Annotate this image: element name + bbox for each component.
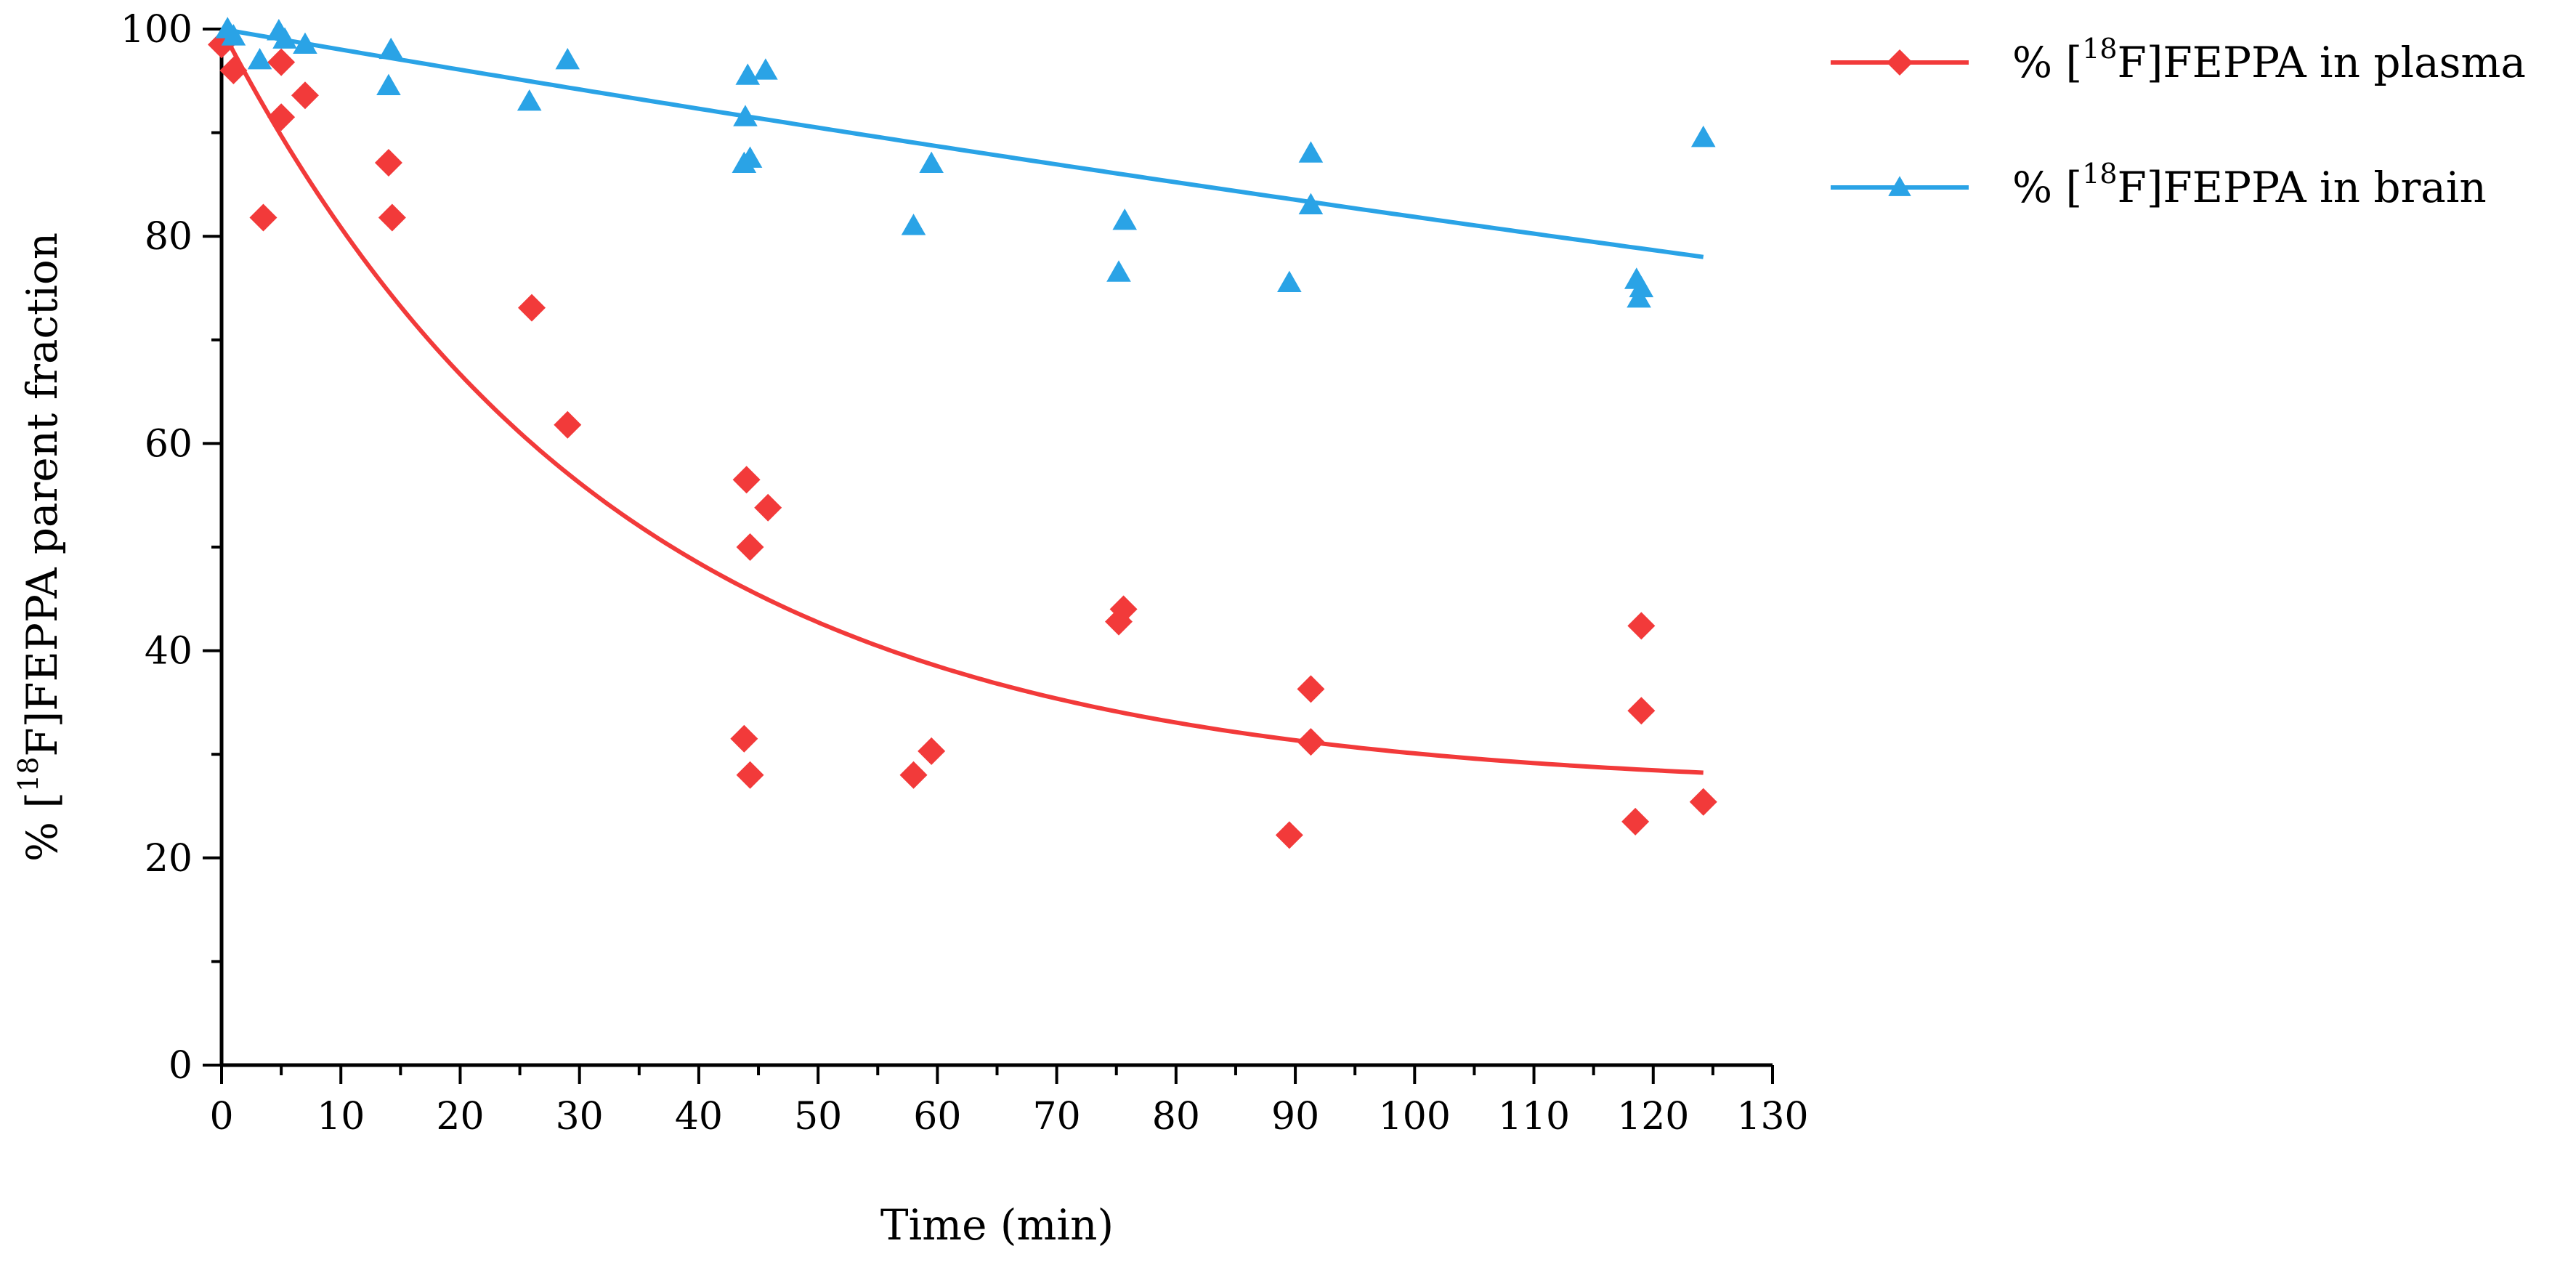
- x-axis-title: Time (min): [880, 1200, 1114, 1250]
- legend: % [18F]FEPPA in plasma% [18F]FEPPA in br…: [1831, 33, 2526, 212]
- data-point: [736, 761, 764, 789]
- legend-marker: [1888, 176, 1911, 196]
- data-point: [1298, 193, 1324, 215]
- data-point: [555, 47, 580, 70]
- legend-marker: [1887, 49, 1913, 76]
- x-tick-label: 100: [1379, 1095, 1451, 1138]
- x-tick-label: 70: [1033, 1095, 1081, 1138]
- y-axis-title-suffix: F]FEPPA parent fraction: [17, 232, 67, 757]
- data-point: [518, 294, 546, 322]
- x-tick-label: 90: [1271, 1095, 1319, 1138]
- data-point: [374, 148, 402, 177]
- y-axis-title-sup: 18: [12, 757, 44, 792]
- legend-label-prefix: % [: [2012, 163, 2082, 212]
- legend-label: % [18F]FEPPA in brain: [2012, 158, 2487, 212]
- data-point: [517, 89, 542, 111]
- legend-entry-brain: % [18F]FEPPA in brain: [1831, 158, 2487, 212]
- x-tick-label: 60: [913, 1095, 961, 1138]
- data-point: [247, 47, 272, 70]
- data-point: [1298, 141, 1324, 163]
- data-point: [1106, 260, 1131, 282]
- series-plasma: [208, 28, 1717, 849]
- data-point: [919, 151, 944, 173]
- y-tick-label: 80: [145, 215, 193, 259]
- series-layer: [208, 17, 1717, 849]
- data-point: [1689, 788, 1717, 816]
- y-tick-label: 20: [145, 837, 193, 881]
- x-tick-label: 130: [1736, 1095, 1808, 1138]
- legend-label: % [18F]FEPPA in plasma: [2012, 33, 2526, 87]
- data-point: [730, 724, 758, 753]
- data-point: [219, 57, 248, 85]
- legend-label-sup: 18: [2082, 33, 2117, 65]
- y-tick-label: 40: [145, 630, 193, 674]
- legend-label-suffix: F]FEPPA in brain: [2118, 163, 2487, 212]
- data-point: [737, 146, 763, 168]
- data-point: [736, 533, 764, 561]
- y-tick-label: 100: [121, 8, 193, 52]
- data-point: [899, 761, 928, 789]
- axes: 0 10 20 30 40 50 60 70 80 90 100 110 120 130 0 20 40 60 80…: [12, 8, 1809, 1250]
- data-point: [267, 48, 296, 76]
- data-point: [1627, 697, 1656, 725]
- data-point: [1277, 270, 1302, 292]
- data-point: [918, 737, 946, 765]
- fit-curve: [221, 27, 1704, 259]
- x-tick-label: 50: [794, 1095, 842, 1138]
- data-point: [754, 493, 782, 522]
- x-tick-label: 40: [675, 1095, 723, 1138]
- data-point: [1690, 125, 1716, 147]
- x-tick-label: 20: [436, 1095, 484, 1138]
- x-tick-label: 10: [317, 1095, 365, 1138]
- legend-entry-plasma: % [18F]FEPPA in plasma: [1831, 33, 2526, 87]
- y-tick-label: 0: [169, 1044, 193, 1088]
- data-point: [732, 466, 761, 494]
- x-tick-label: 0: [209, 1095, 233, 1138]
- legend-label-suffix: F]FEPPA in plasma: [2118, 38, 2526, 87]
- x-tick-label: 110: [1498, 1095, 1570, 1138]
- y-axis-title: % [18F]FEPPA parent fraction: [12, 232, 67, 862]
- fit-curve: [219, 28, 1704, 775]
- data-point: [267, 103, 296, 132]
- data-point: [291, 81, 319, 110]
- data-point: [1627, 612, 1656, 640]
- data-point: [378, 203, 406, 232]
- legend-label-prefix: % [: [2012, 38, 2082, 87]
- data-point: [1629, 275, 1654, 298]
- data-point: [901, 214, 926, 235]
- data-point: [1112, 209, 1138, 230]
- data-point: [1297, 675, 1325, 703]
- data-point: [272, 27, 297, 49]
- y-tick-label: 60: [145, 422, 193, 466]
- data-point: [1109, 595, 1138, 623]
- x-tick-label: 120: [1617, 1095, 1689, 1138]
- data-point: [735, 63, 761, 85]
- data-point: [293, 32, 317, 54]
- data-point: [378, 37, 404, 60]
- data-point: [733, 105, 758, 126]
- legend-label-sup: 18: [2082, 158, 2117, 190]
- x-tick-label: 80: [1152, 1095, 1200, 1138]
- data-point: [221, 24, 246, 46]
- data-point: [376, 73, 401, 96]
- data-point: [554, 410, 582, 439]
- y-axis-title-prefix: % [: [17, 792, 67, 862]
- data-point: [1275, 821, 1303, 849]
- data-point: [1297, 728, 1325, 756]
- data-point: [249, 203, 278, 232]
- x-tick-label: 30: [556, 1095, 604, 1138]
- series-brain: [215, 17, 1716, 308]
- data-point: [753, 58, 778, 80]
- data-point: [1621, 807, 1650, 836]
